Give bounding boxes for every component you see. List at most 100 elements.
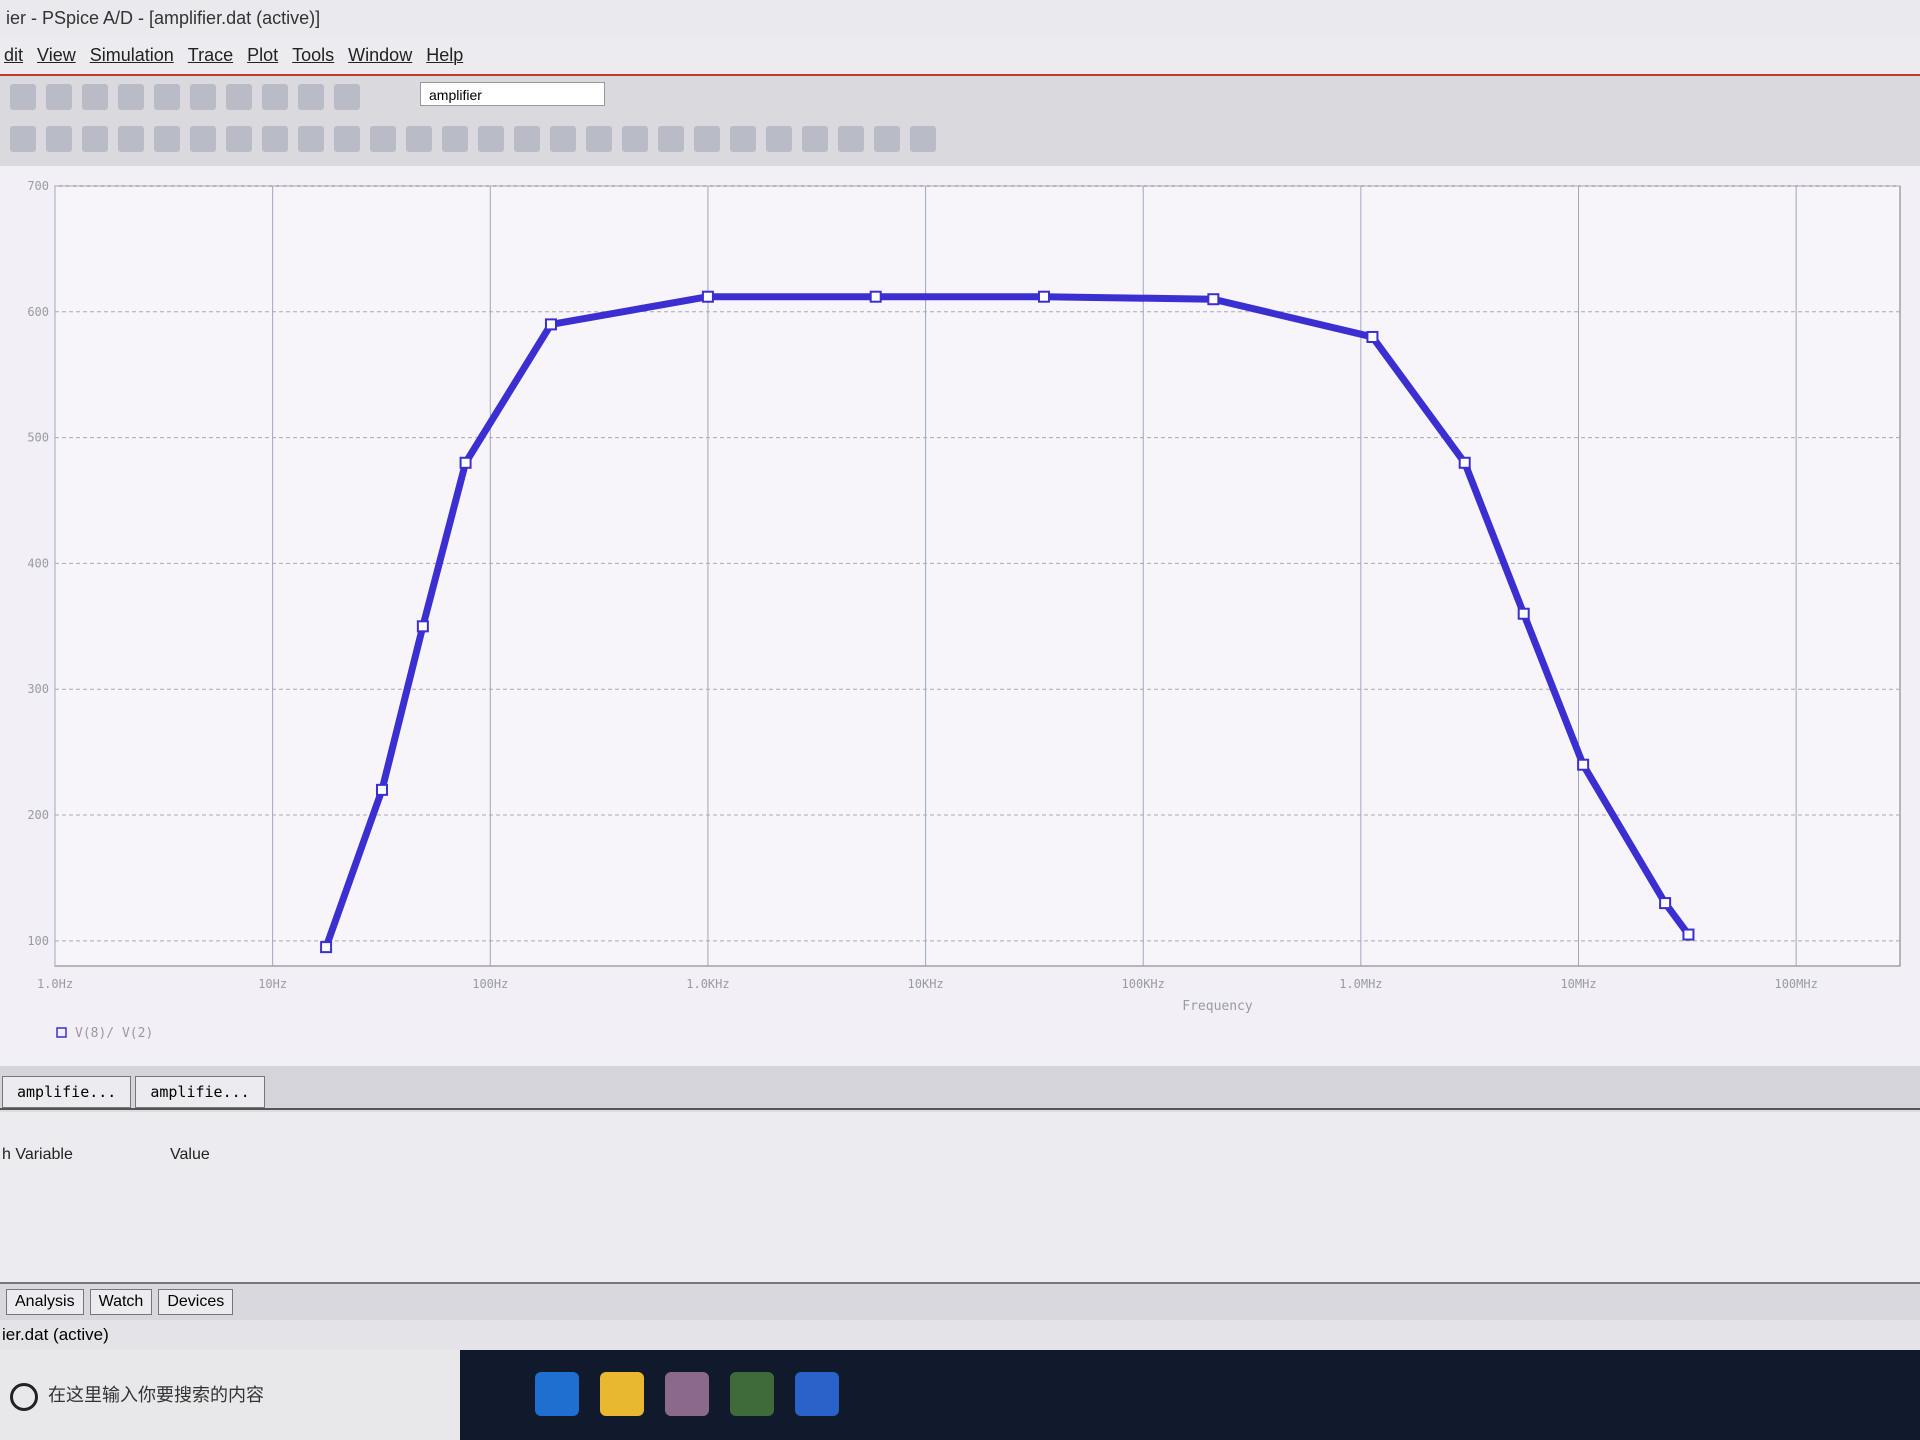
toolbar-button[interactable] xyxy=(514,126,540,152)
x-tick-label: 10MHz xyxy=(1560,977,1596,991)
toolbar-button[interactable] xyxy=(586,126,612,152)
taskbar: 在这里输入你要搜索的内容 xyxy=(0,1350,1920,1440)
toolbar-button[interactable] xyxy=(730,126,756,152)
menu-item[interactable]: Window xyxy=(348,44,413,65)
plot-tabs: amplifie... amplifie... xyxy=(0,1066,1920,1110)
toolbar-button[interactable] xyxy=(190,126,216,152)
status-bar: ier.dat (active) xyxy=(0,1320,1920,1350)
plot-area xyxy=(54,185,1901,967)
search-icon xyxy=(10,1383,38,1411)
x-axis-label: Frequency xyxy=(1182,999,1253,1014)
app-icon[interactable] xyxy=(665,1372,709,1416)
legend-marker xyxy=(56,1027,67,1038)
bottom-tab[interactable]: Watch xyxy=(89,1289,153,1315)
toolbar-button[interactable] xyxy=(766,126,792,152)
toolbar-button[interactable] xyxy=(154,126,180,152)
toolbar-button[interactable] xyxy=(82,84,108,110)
toolbar-button[interactable] xyxy=(262,84,288,110)
trace-marker xyxy=(375,783,388,796)
bottom-tab[interactable]: Analysis xyxy=(6,1289,84,1315)
toolbar-button[interactable] xyxy=(298,126,324,152)
toolbar-button[interactable] xyxy=(838,126,864,152)
toolbar-button[interactable] xyxy=(874,126,900,152)
x-tick-label: 100Hz xyxy=(472,977,508,991)
menu-item[interactable]: View xyxy=(37,44,76,65)
toolbar-button[interactable] xyxy=(226,126,252,152)
app-icon[interactable] xyxy=(730,1372,774,1416)
menu-item[interactable]: Tools xyxy=(292,44,335,65)
toolbar-button[interactable] xyxy=(658,126,684,152)
plot-tab[interactable]: amplifie... xyxy=(2,1076,132,1108)
trace-marker xyxy=(1577,758,1590,771)
toolbar-row xyxy=(10,126,936,152)
search-box[interactable]: 在这里输入你要搜索的内容 xyxy=(0,1350,460,1440)
toolbar-button[interactable] xyxy=(46,84,72,110)
toolbar-button[interactable] xyxy=(226,84,252,110)
bottom-tab[interactable]: Devices xyxy=(158,1289,234,1315)
app-icon[interactable] xyxy=(795,1372,839,1416)
toolbar-button[interactable] xyxy=(10,84,36,110)
watch-panel: h Variable Value xyxy=(0,1112,1920,1284)
column-header: Value xyxy=(170,1146,210,1163)
trace-marker xyxy=(1659,897,1672,910)
plot-tab[interactable]: amplifie... xyxy=(135,1076,265,1108)
trace-marker xyxy=(701,290,714,303)
trace-marker xyxy=(459,456,472,469)
trace-marker xyxy=(1207,293,1220,306)
y-tick-label: 300 xyxy=(27,682,49,696)
trace-marker xyxy=(416,620,429,633)
simulation-profile[interactable]: amplifier xyxy=(420,82,605,106)
column-header: h Variable xyxy=(2,1146,73,1163)
toolbar-button[interactable] xyxy=(442,126,468,152)
toolbar-button[interactable] xyxy=(802,126,828,152)
x-tick-label: 10KHz xyxy=(908,977,944,991)
toolbar-button[interactable] xyxy=(10,126,36,152)
toolbar-button[interactable] xyxy=(910,126,936,152)
toolbar-button[interactable] xyxy=(334,84,360,110)
toolbar-button[interactable] xyxy=(154,84,180,110)
toolbar-button[interactable] xyxy=(694,126,720,152)
toolbar-button[interactable] xyxy=(118,126,144,152)
menu-bar: dit View Simulation Trace Plot Tools Window Hel… xyxy=(0,36,1920,76)
trace-marker xyxy=(544,318,557,331)
y-tick-label: 400 xyxy=(27,556,49,570)
toolbar-row xyxy=(10,84,360,110)
y-tick-label: 700 xyxy=(27,179,49,193)
menu-item[interactable]: Trace xyxy=(187,44,234,65)
trace-marker xyxy=(1517,607,1530,620)
x-tick-label: 1.0KHz xyxy=(686,977,729,991)
y-tick-label: 600 xyxy=(27,305,49,319)
toolbar-button[interactable] xyxy=(550,126,576,152)
toolbar-button[interactable] xyxy=(190,84,216,110)
menu-item[interactable]: Plot xyxy=(247,44,279,65)
toolbar-button[interactable] xyxy=(298,84,324,110)
toolbar-button[interactable] xyxy=(82,126,108,152)
trace-marker xyxy=(1458,456,1471,469)
menu-item[interactable]: Help xyxy=(426,44,464,65)
toolbar-button[interactable] xyxy=(334,126,360,152)
trace-marker xyxy=(320,941,333,954)
y-tick-label: 100 xyxy=(27,934,49,948)
toolbar-button[interactable] xyxy=(370,126,396,152)
toolbar-button[interactable] xyxy=(262,126,288,152)
x-tick-label: 100KHz xyxy=(1122,977,1165,991)
app-icon[interactable] xyxy=(600,1372,644,1416)
bottom-tabs: Analysis Watch Devices xyxy=(0,1284,1920,1320)
toolbar-button[interactable] xyxy=(478,126,504,152)
menu-item[interactable]: dit xyxy=(4,44,24,65)
window-title: ier - PSpice A/D - [amplifier.dat (activ… xyxy=(0,0,1920,36)
toolbar-button[interactable] xyxy=(46,126,72,152)
app-icon[interactable] xyxy=(535,1372,579,1416)
trace-marker xyxy=(1366,330,1379,343)
legend-entry: V(8)/ V(2) xyxy=(75,1026,153,1041)
toolbar-button[interactable] xyxy=(118,84,144,110)
toolbar-button[interactable] xyxy=(406,126,432,152)
toolbar-button[interactable] xyxy=(622,126,648,152)
x-tick-label: 1.0Hz xyxy=(37,977,73,991)
toolbar xyxy=(0,76,1920,166)
plot-window: 100 200 300 400 500 600 700 1.0Hz 10Hz 100Hz 1.0KH… xyxy=(0,166,1920,1066)
y-tick-label: 500 xyxy=(27,431,49,445)
y-tick-label: 200 xyxy=(27,808,49,822)
x-tick-label: 1.0MHz xyxy=(1339,977,1382,991)
menu-item[interactable]: Simulation xyxy=(89,44,174,65)
